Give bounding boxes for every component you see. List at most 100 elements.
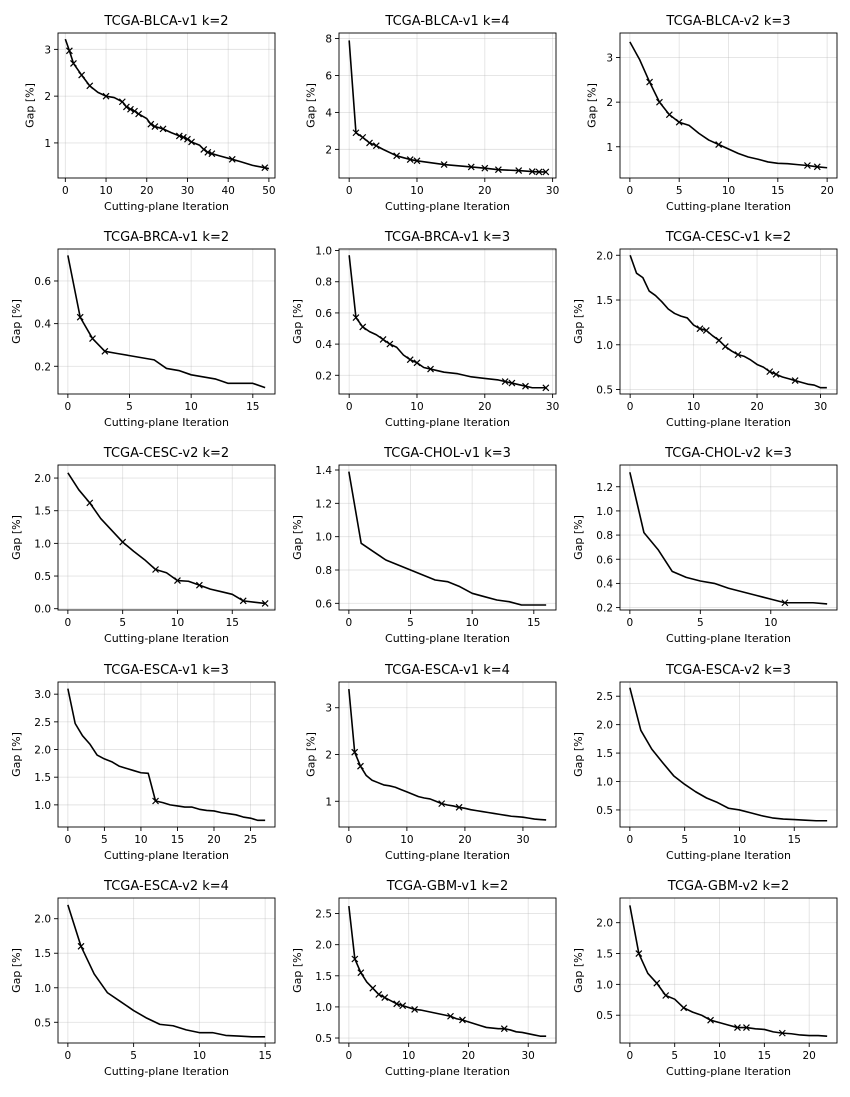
x-tick-label: 20	[478, 401, 491, 413]
x-marker-stroke	[195, 581, 203, 589]
x-marker-stroke	[357, 969, 365, 977]
x-marker	[359, 133, 367, 141]
y-axis-label: Gap [%]	[572, 948, 585, 993]
x-marker	[366, 139, 373, 147]
x-tick-label: 0	[346, 185, 353, 197]
chart-title: TCGA-CHOL-v2 k=3	[664, 446, 792, 461]
x-marker	[743, 1024, 750, 1031]
x-marker	[715, 336, 723, 344]
x-marker-stroke	[77, 942, 85, 950]
y-tick-label: 0.8	[315, 277, 332, 289]
x-marker-stroke	[406, 356, 414, 364]
x-marker-stroke	[159, 125, 167, 133]
x-marker	[351, 955, 359, 963]
series-line	[348, 40, 546, 173]
x-marker	[813, 163, 821, 171]
y-tick-label: 1.5	[596, 949, 613, 961]
y-tick-label: 0.8	[315, 565, 332, 577]
x-axis-label: Cutting-plane Iteration	[666, 416, 791, 429]
x-tick-label: 30	[814, 401, 827, 413]
y-tick-label: 0.2	[596, 603, 613, 615]
series-line	[67, 255, 266, 389]
x-axis-label: Cutting-plane Iteration	[104, 416, 229, 429]
y-axis-label: Gap [%]	[304, 83, 317, 128]
plot-frame	[619, 248, 838, 395]
x-marker-stroke	[86, 499, 94, 507]
x-marker-stroke	[455, 803, 463, 811]
x-marker-stroke	[734, 351, 742, 359]
x-marker	[680, 1004, 688, 1012]
x-marker-stroke	[766, 368, 774, 376]
x-marker-stroke	[399, 1002, 407, 1010]
x-tick-label: 5	[681, 834, 688, 846]
x-marker	[151, 123, 159, 130]
y-tick-label: 0.5	[596, 805, 613, 817]
y-tick-label: 0.5	[596, 1010, 613, 1022]
x-marker	[781, 599, 789, 607]
x-marker	[707, 1016, 714, 1024]
x-marker-stroke	[665, 111, 673, 119]
series-line	[348, 471, 547, 606]
x-marker-stroke	[127, 105, 134, 113]
x-marker-stroke	[89, 335, 96, 342]
x-marker-stroke	[86, 82, 94, 90]
x-marker	[702, 327, 710, 334]
chart-panel-13: 0 5 10 15 0.5 1.0 1.5 2.0 TCGA-ESCA-v2 k=4 Cuttin…	[10, 879, 276, 1078]
x-marker-stroke	[131, 107, 138, 115]
plot-frame	[57, 681, 276, 828]
y-tick-label: 0.6	[34, 276, 51, 288]
y-axis-label: Gap [%]	[23, 83, 36, 128]
x-marker-stroke	[702, 327, 710, 334]
y-tick-label: 0.0	[34, 604, 51, 616]
x-marker-stroke	[208, 150, 216, 158]
plot-frame	[338, 248, 557, 395]
y-tick-label: 1.5	[315, 971, 332, 983]
x-marker-stroke	[239, 597, 247, 605]
x-marker	[131, 107, 138, 115]
x-tick-label: 10	[134, 834, 147, 846]
y-tick-label: 1.5	[34, 772, 51, 784]
y-tick-label: 3	[606, 53, 613, 65]
x-axis-label: Cutting-plane Iteration	[104, 632, 229, 645]
chart-panel-12: 0 5 10 15 0.5 1.0 1.5 2.0 2.5 TCGA-ESCA-v2 k=3 Cut…	[572, 663, 838, 862]
chart-panel-6: 0 10 20 30 0.5 1.0 1.5 2.0 TCGA-CESC-v1 k=2 Cutti…	[572, 230, 838, 429]
x-marker-stroke	[119, 538, 127, 546]
x-tick-label: 5	[119, 617, 126, 629]
x-tick-label: 10	[193, 1050, 206, 1062]
x-marker	[653, 979, 661, 987]
series-line	[348, 906, 547, 1037]
y-tick-label: 2	[606, 97, 613, 109]
x-marker-stroke	[78, 71, 86, 79]
x-marker-stroke	[76, 313, 84, 321]
series-line	[629, 255, 827, 389]
x-marker-stroke	[635, 950, 643, 957]
x-marker-stroke	[135, 110, 143, 118]
chart-title: TCGA-ESCA-v2 k=3	[665, 663, 791, 678]
y-axis-label: Gap [%]	[10, 948, 23, 993]
x-tick-label: 5	[697, 617, 704, 629]
plot-frame	[619, 681, 838, 828]
y-tick-label: 0.5	[34, 571, 51, 583]
x-tick-label: 5	[126, 401, 133, 413]
y-tick-label: 4	[325, 107, 332, 119]
y-tick-label: 1.0	[315, 246, 332, 258]
y-tick-label: 2.0	[34, 914, 51, 926]
x-tick-label: 5	[130, 1050, 137, 1062]
y-tick-label: 1.0	[34, 983, 51, 995]
x-marker-stroke	[721, 343, 729, 350]
y-tick-label: 1.0	[596, 506, 613, 518]
x-marker-stroke	[675, 118, 683, 126]
chart-title: TCGA-ESCA-v2 k=4	[103, 879, 229, 894]
x-tick-label: 10	[764, 617, 777, 629]
x-marker	[379, 336, 387, 343]
x-tick-label: 0	[627, 617, 634, 629]
chart-panel-15: 0 5 10 15 20 0.5 1.0 1.5 2.0 TCGA-GBM-v2 k=2 Cutti…	[572, 879, 838, 1078]
chart-panel-9: 0 5 10 0.2 0.4 0.6 0.8 1.0 1.2 TCGA-CHOL-v2 k=3 Cu…	[572, 446, 838, 645]
x-marker	[375, 991, 383, 998]
x-marker	[501, 378, 509, 385]
x-marker-stroke	[662, 992, 670, 999]
x-marker-stroke	[481, 164, 489, 172]
x-tick-label: 15	[527, 617, 540, 629]
x-marker	[77, 942, 85, 950]
